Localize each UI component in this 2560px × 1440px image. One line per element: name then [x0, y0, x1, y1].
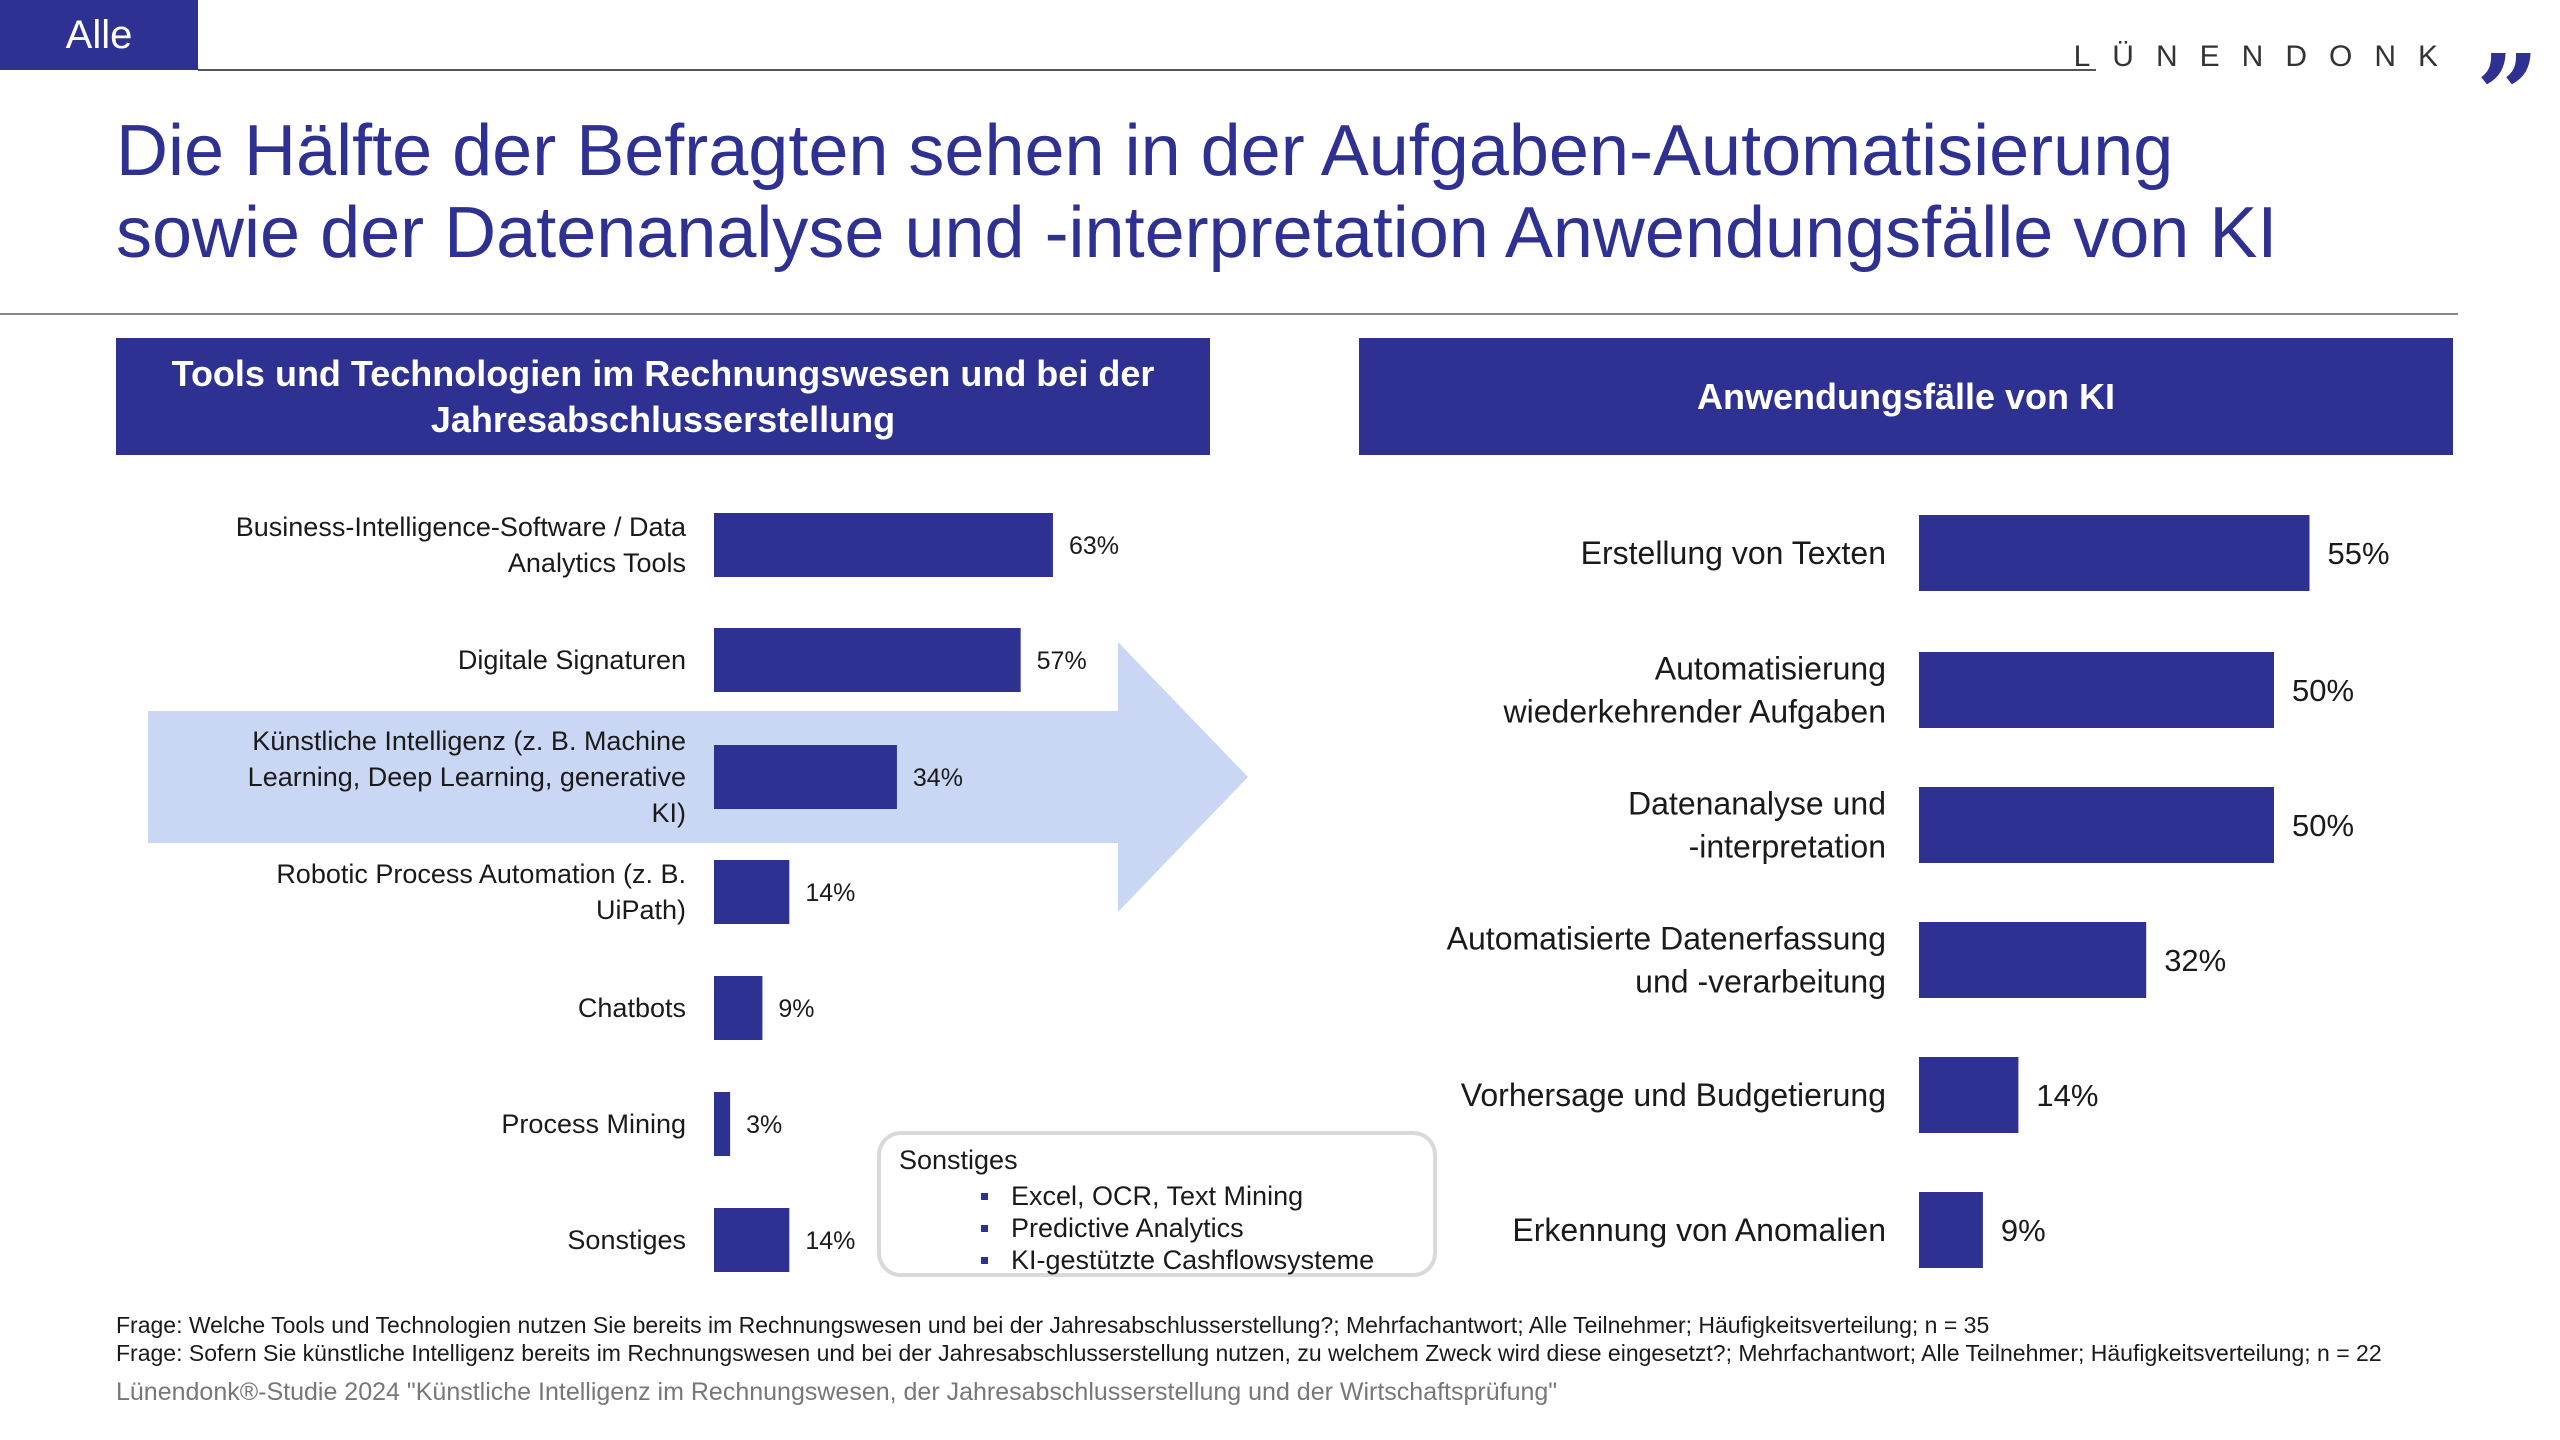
category-label: Digitale Signaturen: [458, 645, 686, 675]
category-label: Vorhersage und Budgetierung: [1461, 1077, 1886, 1113]
bar: [1919, 515, 2310, 591]
other-answers-title: Sonstiges: [899, 1145, 1018, 1175]
other-answers-list: Excel, OCR, Text Mining Predictive Analy…: [899, 1180, 1433, 1276]
bar: [1919, 922, 2147, 998]
bar-value-label: 34%: [913, 764, 963, 792]
bar: [714, 976, 763, 1040]
bar-value-label: 3%: [746, 1111, 782, 1139]
highlight-arrow: [148, 642, 1248, 912]
category-label: Sonstiges: [567, 1225, 686, 1255]
category-label: Business-Intelligence-Software / Data Ana…: [236, 512, 687, 578]
right-chart-title: Anwendungsfälle von KI: [1359, 338, 2453, 455]
filter-tag: Alle: [0, 0, 198, 70]
page-title: Die Hälfte der Befragten sehen in der Au…: [116, 110, 2516, 274]
bar-value-label: 63%: [1069, 532, 1119, 560]
bar: [714, 1208, 790, 1272]
bar-value-label: 14%: [805, 879, 855, 907]
bar: [714, 513, 1053, 577]
source-note: Lünendonk®-Studie 2024 "Künstliche Intel…: [116, 1378, 1558, 1406]
category-label: Process Mining: [501, 1109, 686, 1139]
category-label: Künstliche Intelligenz (z. B. Machine Lea…: [248, 726, 686, 828]
title-divider: [0, 313, 2458, 315]
bar-value-label: 57%: [1037, 647, 1087, 675]
bar: [1919, 787, 2274, 863]
bar: [1919, 652, 2274, 728]
left-chart-title-line-1: Tools und Technologien im Rechnungswesen…: [171, 352, 1155, 394]
bar-value-label: 14%: [805, 1227, 855, 1255]
left-chart-title-line-2: Jahresabschlusserstellung: [430, 398, 896, 440]
bar-value-label: 14%: [2036, 1078, 2098, 1113]
bar: [1919, 1057, 2019, 1133]
category-label: Datenanalyse und -interpretation: [1628, 786, 1886, 865]
other-answer-item: KI-gestützte Cashflowsysteme: [981, 1244, 1433, 1276]
top-divider: [198, 69, 2096, 71]
category-label: Automatisierte Datenerfassung und -verarb…: [1447, 921, 1886, 1000]
category-label: Erkennung von Anomalien: [1512, 1212, 1886, 1248]
bar-value-label: 9%: [778, 995, 814, 1023]
bar: [714, 1092, 731, 1156]
bar: [714, 745, 897, 809]
other-answer-item: Excel, OCR, Text Mining: [981, 1180, 1433, 1212]
category-label: Robotic Process Automation (z. B. UiPath): [276, 859, 686, 925]
other-answers-box: Sonstiges Excel, OCR, Text Mining Predic…: [877, 1131, 1437, 1277]
bar-value-label: 32%: [2164, 943, 2226, 978]
page-title-line-2: sowie der Datenanalyse und -interpretati…: [116, 193, 2278, 273]
left-chart-title: Tools und Technologien im Rechnungswesen…: [116, 338, 1210, 455]
bar: [1919, 1192, 1983, 1268]
footnote-question-2: Frage: Sofern Sie künstliche Intelligenz…: [116, 1340, 2382, 1366]
category-label: Erstellung von Texten: [1581, 535, 1886, 571]
bar-value-label: 9%: [2001, 1213, 2046, 1248]
logo-quote-mark-icon: ”: [2476, 40, 2539, 100]
category-label: Automatisierung wiederkehrender Aufgaben: [1503, 651, 1887, 730]
category-label: Chatbots: [578, 993, 686, 1023]
bar-value-label: 50%: [2292, 808, 2354, 843]
bar: [714, 860, 790, 924]
footnote-question-1: Frage: Welche Tools und Technologien nut…: [116, 1312, 1990, 1338]
bar-value-label: 55%: [2328, 536, 2390, 571]
bar-value-label: 50%: [2292, 673, 2354, 708]
bar: [714, 628, 1021, 692]
page-title-line-1: Die Hälfte der Befragten sehen in der Au…: [116, 111, 2174, 191]
other-answer-item: Predictive Analytics: [981, 1212, 1433, 1244]
company-logo: LÜNENDONK: [2073, 40, 2460, 73]
